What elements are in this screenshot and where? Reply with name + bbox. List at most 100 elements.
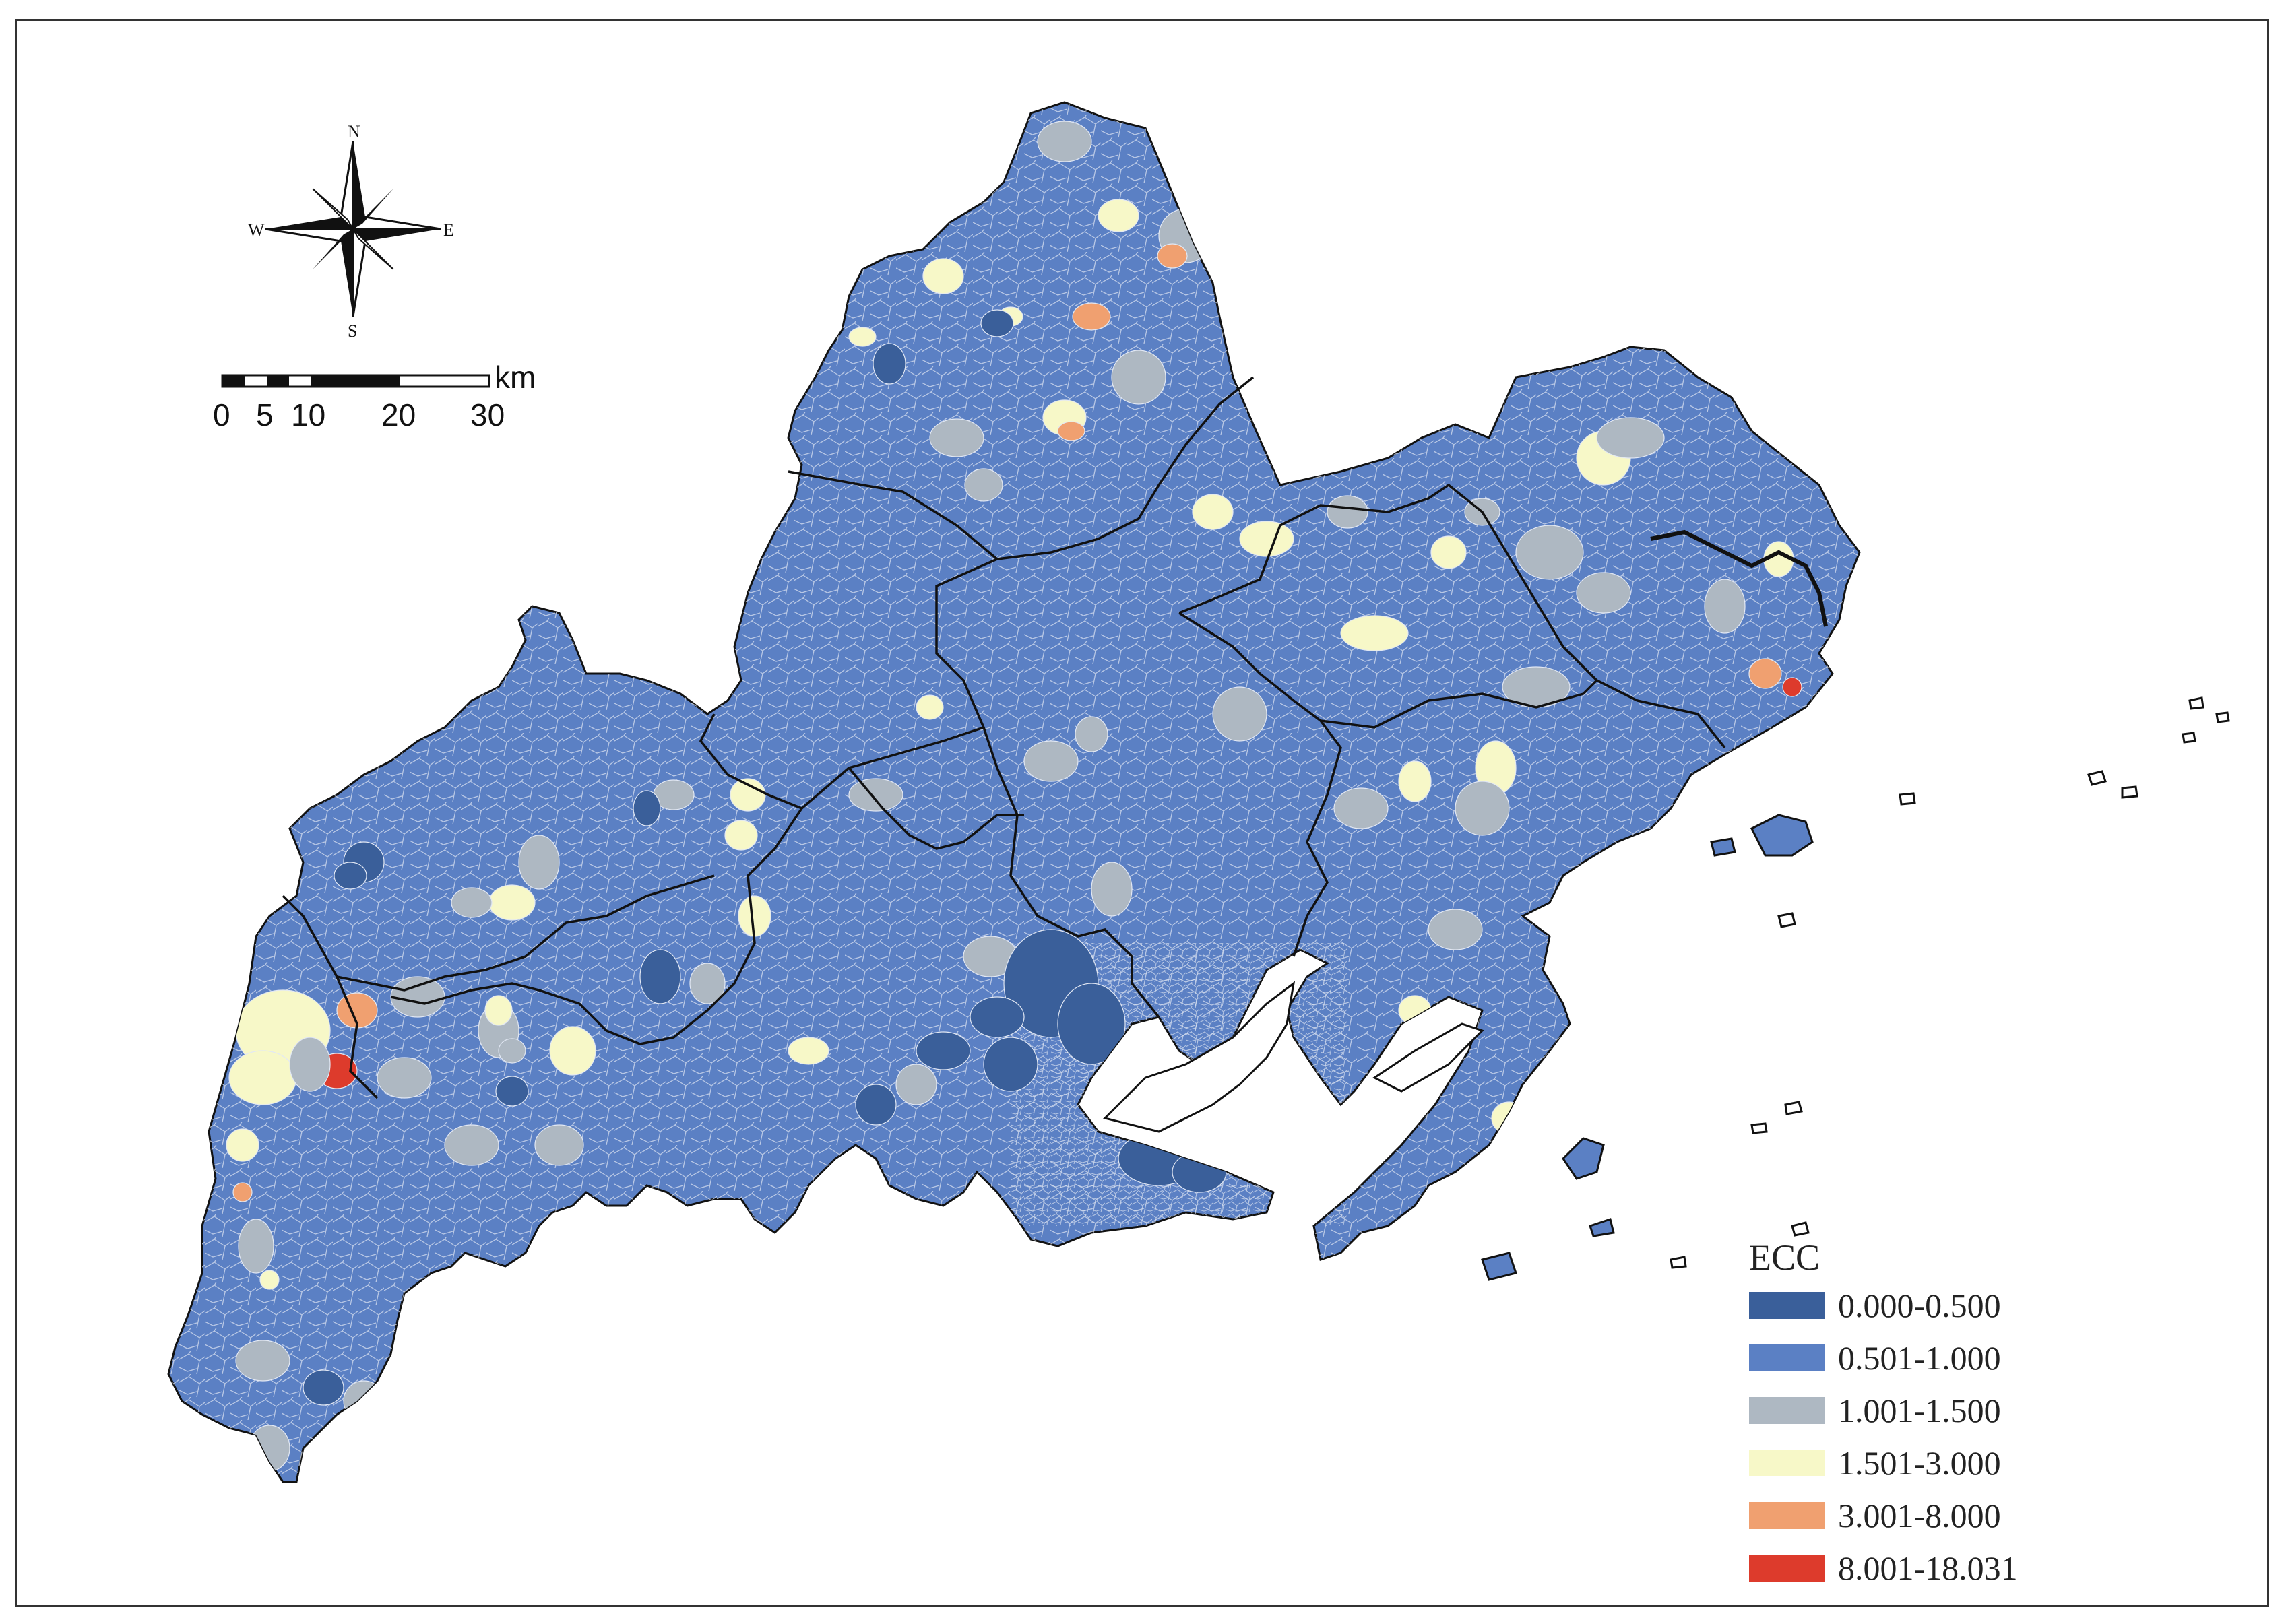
class-patch (1515, 525, 1584, 580)
legend-label: 0.000-0.500 (1838, 1287, 2001, 1324)
small-islets (1670, 696, 2230, 1269)
class-patch (848, 327, 877, 347)
class-patch (916, 694, 944, 720)
offshore-islands (1481, 814, 1814, 1281)
class-patch (633, 790, 661, 826)
class-patch (238, 1219, 274, 1274)
class-patch (964, 468, 1003, 502)
scale-tick-30: 30 (470, 397, 505, 432)
class-patch (1098, 199, 1139, 232)
class-patch (1111, 350, 1166, 405)
north-arrow: N S E W (248, 122, 454, 341)
class-patch (1491, 1101, 1527, 1135)
class-patch (983, 1037, 1038, 1092)
class-patch (916, 1031, 971, 1070)
class-patch (1057, 983, 1126, 1065)
class-patch (1192, 494, 1234, 530)
legend-swatch (1749, 1292, 1825, 1319)
class-patch (895, 1064, 937, 1105)
class-patch (1091, 862, 1133, 917)
legend-item: 1.501-3.000 (1749, 1444, 2001, 1482)
class-patch (639, 949, 681, 1004)
class-patch (724, 820, 758, 851)
class-patch (1704, 579, 1746, 634)
legend-item: 0.000-0.500 (1749, 1287, 2001, 1324)
class-patch (1576, 572, 1631, 614)
west-label: W (248, 220, 265, 240)
class-patch (334, 862, 367, 890)
class-patch (1239, 521, 1294, 557)
east-label: E (443, 220, 454, 240)
bay-water (1103, 981, 1484, 1133)
legend-swatch (1749, 1397, 1825, 1424)
class-patch (1072, 302, 1111, 331)
river (1650, 529, 1828, 627)
class-patch (1398, 760, 1432, 802)
legend-label: 1.001-1.500 (1838, 1392, 2001, 1429)
class-patch (1596, 417, 1665, 459)
class-patch (1748, 658, 1782, 689)
class-patch (488, 884, 536, 921)
class-patch (1430, 535, 1467, 569)
class-patch (226, 1128, 259, 1162)
class-patch (259, 1270, 280, 1290)
class-patch (1075, 716, 1108, 752)
legend-item: 3.001-8.000 (1749, 1497, 2001, 1534)
class-patch (549, 1026, 596, 1076)
legend-swatch (1749, 1555, 1825, 1582)
class-patch (1782, 677, 1802, 697)
scale-tick-5: 5 (256, 397, 274, 432)
class-patch (730, 778, 766, 812)
scale-tick-0: 0 (213, 397, 230, 432)
class-patch (922, 258, 964, 294)
class-patch (518, 835, 560, 890)
legend-item: 0.501-1.000 (1749, 1339, 2001, 1377)
class-patch (738, 895, 771, 937)
class-patch (873, 343, 906, 385)
legend-label: 3.001-8.000 (1838, 1497, 2001, 1534)
map-frame (15, 19, 2269, 1607)
class-patch (1340, 615, 1409, 651)
legend-swatch (1749, 1344, 1825, 1371)
class-patch (398, 1313, 437, 1341)
class-patch (303, 1369, 344, 1406)
legend-item: 1.001-1.500 (1749, 1392, 2001, 1429)
class-patch (980, 309, 1014, 337)
district-boundaries (282, 376, 1726, 1099)
class-patch (788, 1037, 829, 1065)
north-label: N (348, 122, 360, 141)
class-patch (1428, 909, 1483, 950)
class-patch (228, 1050, 297, 1105)
class-patch (848, 778, 903, 812)
class-patch (1157, 243, 1188, 269)
class-patch (929, 418, 984, 457)
class-patch (1023, 740, 1079, 782)
south-label: S (348, 321, 357, 341)
class-patch (444, 1124, 499, 1166)
class-patch (235, 1340, 290, 1382)
class-patches (226, 121, 1802, 1472)
class-patch (855, 1084, 897, 1126)
class-patch (495, 1076, 529, 1107)
scale-unit: km (495, 360, 536, 395)
class-patch (249, 1425, 290, 1472)
class-patch (1333, 787, 1389, 829)
class-patch (1252, 1097, 1308, 1139)
class-patch (1057, 421, 1085, 441)
class-patch (451, 887, 493, 918)
legend-swatch (1749, 1450, 1825, 1476)
legend: ECC 0.000-0.500 0.501-1.000 1.001-1.500 … (1749, 1237, 2018, 1587)
legend-item: 8.001-18.031 (1749, 1549, 2018, 1587)
legend-title: ECC (1749, 1237, 1820, 1278)
class-patch (534, 1124, 584, 1166)
class-patch (343, 1380, 385, 1422)
legend-swatch (1749, 1502, 1825, 1529)
class-patch (390, 976, 445, 1018)
class-patch (689, 963, 726, 1004)
scale-tick-10: 10 (291, 397, 325, 432)
class-patch (498, 1038, 526, 1064)
class-patch (1455, 781, 1510, 836)
scale-tick-20: 20 (381, 397, 416, 432)
class-patch (232, 1182, 253, 1202)
